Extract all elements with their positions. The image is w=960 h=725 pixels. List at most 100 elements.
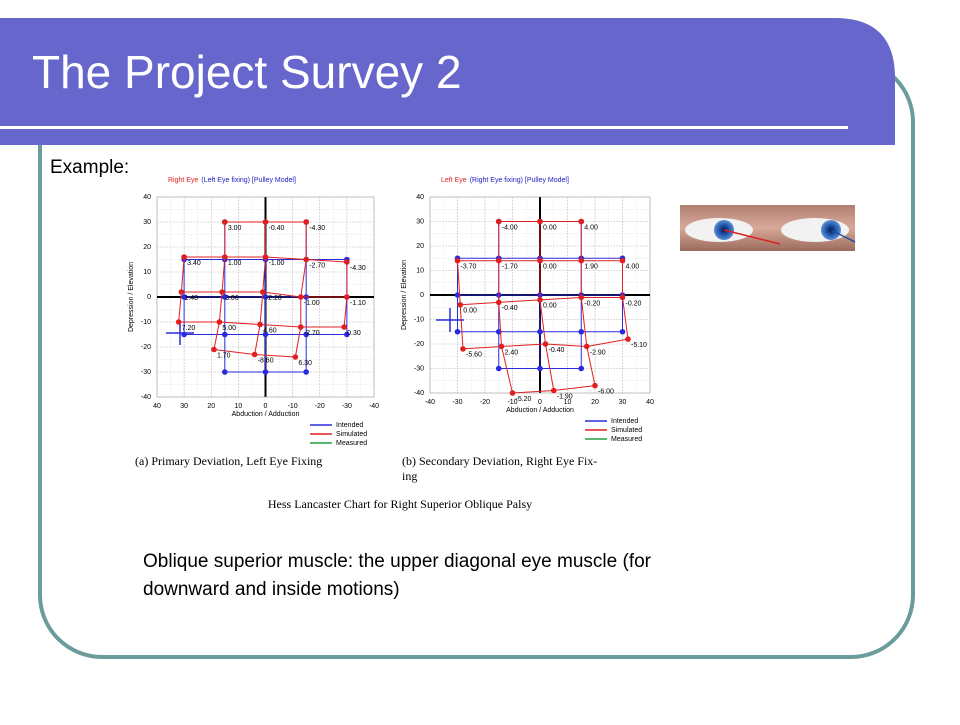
point	[454, 292, 461, 298]
point	[537, 328, 543, 335]
y-tick-label: 10	[416, 267, 424, 274]
point	[542, 341, 549, 347]
point	[592, 382, 598, 389]
legend-label: Intended	[336, 422, 363, 429]
point-label: 0.00	[543, 224, 557, 231]
point	[457, 302, 464, 308]
grid-link	[457, 260, 461, 305]
point	[509, 390, 516, 396]
point	[619, 257, 626, 264]
point	[495, 257, 502, 264]
point-label: 4.60	[263, 327, 277, 334]
hess-chart: -40 -30 -20 -10 0 10 20 30 40 40 30 20 10 0 -10 -20 -30 -…	[401, 177, 654, 483]
fixation-cross	[436, 308, 464, 332]
x-tick-label: 20	[591, 399, 599, 406]
grid-link	[580, 297, 588, 347]
y-tick-label: -10	[141, 319, 151, 326]
point-label: 0.00	[543, 303, 557, 310]
grid-link	[539, 296, 582, 301]
point-label: 5.00	[222, 325, 236, 332]
x-axis-label: Abduction / Adduction	[232, 411, 300, 418]
grid-link	[259, 291, 264, 325]
x-tick-label: 0	[538, 399, 542, 406]
grid-link	[539, 299, 546, 345]
x-tick-label: 30	[180, 403, 188, 410]
grid-link	[460, 301, 499, 306]
hess-chart: 40 30 20 10 0 -10 -20 -30 -40403020100-10-20-30-…	[128, 177, 379, 468]
point	[625, 336, 631, 342]
point-label: -5.20	[516, 396, 532, 403]
grid-link	[545, 343, 587, 347]
figure-caption: Hess Lancaster Chart for Right Superior …	[268, 497, 532, 511]
y-tick-label: 40	[416, 194, 424, 201]
point	[583, 343, 590, 350]
y-tick-label: 30	[143, 219, 151, 226]
point	[303, 256, 309, 263]
y-tick-label: -30	[414, 365, 424, 372]
fixation-cross	[166, 321, 194, 345]
point	[550, 387, 557, 394]
point-label: -1.70	[502, 264, 518, 271]
x-tick-label: 20	[207, 403, 215, 410]
x-tick-label: 40	[153, 403, 161, 410]
x-tick-label: 10	[564, 399, 572, 406]
grid-link	[462, 345, 502, 350]
point	[578, 218, 585, 225]
y-axis-label: Depression / Elevation	[128, 262, 135, 332]
point	[578, 294, 585, 301]
point	[537, 257, 543, 264]
legend-label: Simulated	[611, 427, 642, 434]
point-label: -0.20	[584, 300, 600, 307]
grid-link	[178, 291, 182, 323]
point	[537, 297, 543, 303]
point	[175, 319, 182, 325]
body-line: downward and inside motions)	[143, 579, 400, 600]
y-tick-label: 20	[143, 244, 151, 251]
grid-link	[221, 256, 226, 293]
point-label: 2.40	[505, 349, 519, 356]
y-tick-label: 10	[143, 269, 151, 276]
point	[257, 321, 263, 328]
point	[216, 319, 223, 325]
grid-link	[219, 321, 261, 325]
point-label: -3.70	[461, 264, 477, 271]
legend-label: Measured	[336, 440, 367, 447]
grid-link	[586, 338, 629, 347]
point-label: 4.00	[626, 264, 640, 271]
x-tick-label: -10	[507, 399, 517, 406]
point	[460, 346, 466, 352]
example-label: Example:	[50, 157, 129, 178]
eye-image	[680, 205, 856, 251]
y-tick-label: -40	[414, 390, 424, 397]
point-label: -1.00	[269, 260, 285, 267]
point-label: -5.60	[466, 352, 482, 359]
point	[259, 289, 266, 295]
chart-caption: (a) Primary Deviation, Left Eye Fixing	[135, 454, 322, 468]
point	[222, 254, 228, 260]
point-label: 0.00	[463, 308, 477, 315]
point	[262, 294, 269, 300]
point	[211, 346, 217, 353]
point	[495, 365, 502, 372]
point-label: -8.60	[258, 357, 274, 364]
grid-link	[213, 321, 220, 350]
y-tick-label: -30	[141, 369, 151, 376]
y-tick-label: 30	[416, 218, 424, 225]
point	[181, 254, 187, 260]
grid-link	[218, 291, 223, 323]
point-label: 1.40	[184, 295, 198, 302]
header-rule	[0, 126, 848, 129]
point	[495, 299, 502, 306]
x-tick-label: -30	[452, 399, 462, 406]
body-line: Oblique superior muscle: the upper diago…	[143, 551, 652, 572]
point	[495, 218, 502, 225]
point-label: 1.90	[584, 264, 598, 271]
point-label: -2.90	[590, 349, 606, 356]
point-label: -1.00	[304, 300, 320, 307]
point-label: 7.20	[182, 325, 196, 332]
point	[578, 257, 585, 264]
grid-link	[254, 354, 296, 358]
point-label: -4.30	[350, 265, 366, 272]
legend-label: Intended	[611, 418, 638, 425]
